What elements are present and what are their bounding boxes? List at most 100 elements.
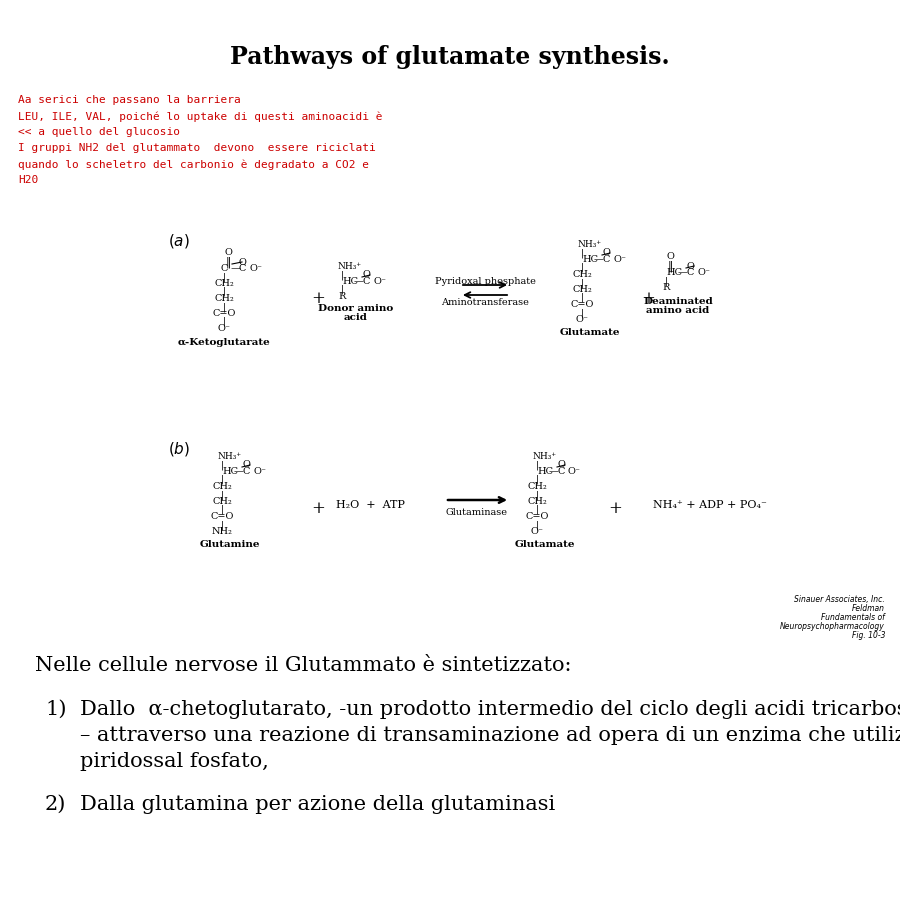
Text: CH₂: CH₂ [212, 482, 232, 491]
Text: CH₂: CH₂ [214, 294, 234, 303]
Text: O⁻: O⁻ [697, 268, 710, 277]
Text: O: O [238, 258, 246, 267]
Text: |: | [580, 248, 583, 257]
Text: CH₂: CH₂ [572, 270, 592, 279]
Text: O: O [224, 248, 232, 257]
Text: Aminotransferase: Aminotransferase [441, 298, 529, 307]
Text: HC: HC [537, 467, 553, 476]
Text: Neuropsychopharmacology: Neuropsychopharmacology [780, 622, 885, 631]
Text: O⁻: O⁻ [373, 277, 386, 286]
Text: C: C [238, 264, 246, 273]
Text: |: | [580, 293, 583, 302]
Text: CH₂: CH₂ [527, 497, 547, 506]
Text: LEU, ILE, VAL, poiché lo uptake di questi aminoacidi è: LEU, ILE, VAL, poiché lo uptake di quest… [18, 111, 382, 122]
Text: O⁻: O⁻ [613, 255, 626, 264]
Text: O: O [242, 460, 250, 469]
Text: Glutamate: Glutamate [515, 540, 575, 549]
Text: |: | [536, 490, 538, 500]
Text: R: R [338, 292, 346, 301]
Text: |: | [536, 520, 538, 529]
Text: $(b)$: $(b)$ [168, 440, 190, 458]
Text: $(a)$: $(a)$ [168, 232, 190, 250]
Text: 2): 2) [45, 795, 67, 814]
Text: CH₂: CH₂ [214, 279, 234, 288]
Text: Glutaminase: Glutaminase [446, 508, 508, 517]
Text: Pyridoxal phosphate: Pyridoxal phosphate [435, 277, 536, 286]
Text: α-Ketoglutarate: α-Ketoglutarate [177, 338, 270, 347]
Text: O⁻: O⁻ [253, 467, 266, 476]
Text: O: O [686, 262, 694, 271]
Text: |: | [340, 285, 344, 294]
Text: C: C [220, 264, 228, 273]
Text: |: | [536, 505, 538, 515]
Text: NH₃⁺: NH₃⁺ [578, 240, 602, 249]
Text: O: O [666, 252, 674, 261]
Text: C=O: C=O [212, 309, 236, 318]
Text: H₂O  +  ATP: H₂O + ATP [336, 500, 404, 510]
Text: —: — [354, 277, 364, 286]
Text: HC: HC [222, 467, 238, 476]
Text: quando lo scheletro del carbonio è degradato a CO2 e: quando lo scheletro del carbonio è degra… [18, 159, 369, 169]
Text: CH₂: CH₂ [527, 482, 547, 491]
Text: << a quello del glucosio: << a quello del glucosio [18, 127, 180, 137]
Text: |: | [220, 520, 223, 529]
Text: |: | [220, 460, 223, 470]
Text: NH₃⁺: NH₃⁺ [338, 262, 362, 271]
Text: |: | [536, 460, 538, 470]
Text: Sinauer Associates, Inc.: Sinauer Associates, Inc. [794, 595, 885, 604]
Text: Nelle cellule nervose il Glutammato è sintetizzato:: Nelle cellule nervose il Glutammato è si… [35, 656, 572, 675]
Text: Fig. 10-3: Fig. 10-3 [851, 631, 885, 640]
Text: C: C [557, 467, 564, 476]
Text: HC: HC [582, 255, 598, 264]
Text: —: — [549, 467, 559, 476]
Text: Feldman: Feldman [852, 604, 885, 613]
Text: acid: acid [344, 313, 368, 322]
Text: R: R [662, 283, 670, 292]
Text: Dalla glutamina per azione della glutaminasi: Dalla glutamina per azione della glutami… [80, 795, 555, 814]
Text: O: O [602, 248, 610, 257]
Text: C: C [242, 467, 249, 476]
Text: +: + [608, 500, 622, 517]
Text: —: — [228, 264, 244, 273]
Text: |: | [536, 475, 538, 484]
Text: —: — [234, 467, 244, 476]
Text: NH₃⁺: NH₃⁺ [533, 452, 557, 461]
Text: |: | [664, 276, 668, 285]
Text: C: C [687, 268, 694, 277]
Text: |: | [580, 308, 583, 318]
Text: Glutamate: Glutamate [560, 328, 620, 337]
Text: ‖: ‖ [225, 256, 230, 267]
Text: |: | [222, 302, 226, 311]
Text: CH₂: CH₂ [572, 285, 592, 294]
Text: NH₂: NH₂ [212, 527, 232, 536]
Text: C=O: C=O [526, 512, 549, 521]
Text: Pathways of glutamate synthesis.: Pathways of glutamate synthesis. [230, 45, 670, 69]
Text: O⁻: O⁻ [218, 324, 230, 333]
Text: C: C [363, 277, 370, 286]
Text: Deaminated: Deaminated [644, 297, 713, 306]
Text: HC: HC [342, 277, 358, 286]
Text: NH₄⁺ + ADP + PO₄⁻: NH₄⁺ + ADP + PO₄⁻ [653, 500, 767, 510]
Text: Fundamentals of: Fundamentals of [821, 613, 885, 622]
Text: |: | [222, 272, 226, 282]
Text: amino acid: amino acid [646, 306, 709, 315]
Text: Glutamine: Glutamine [200, 540, 260, 549]
Text: |: | [580, 263, 583, 273]
Text: piridossal fosfato,: piridossal fosfato, [80, 752, 269, 771]
Text: O⁻: O⁻ [568, 467, 581, 476]
Text: NH₃⁺: NH₃⁺ [218, 452, 242, 461]
Text: I gruppi NH2 del glutammato  devono  essere riciclati: I gruppi NH2 del glutammato devono esser… [18, 143, 376, 153]
Text: |: | [220, 505, 223, 515]
Text: ‖: ‖ [667, 260, 673, 272]
Text: H20: H20 [18, 175, 38, 185]
Text: +: + [311, 500, 325, 517]
Text: Donor amino: Donor amino [319, 304, 393, 313]
Text: C=O: C=O [211, 512, 234, 521]
Text: |: | [220, 475, 223, 484]
Text: |: | [340, 270, 344, 280]
Text: O: O [362, 270, 370, 279]
Text: – attraverso una reazione di transaminazione ad opera di un enzima che utilizza: – attraverso una reazione di transaminaz… [80, 726, 900, 745]
Text: Dallo  α-chetoglutarato, -un prodotto intermedio del ciclo degli acidi tricarbos: Dallo α-chetoglutarato, -un prodotto int… [80, 700, 900, 719]
Text: |: | [580, 278, 583, 287]
Text: O: O [557, 460, 565, 469]
